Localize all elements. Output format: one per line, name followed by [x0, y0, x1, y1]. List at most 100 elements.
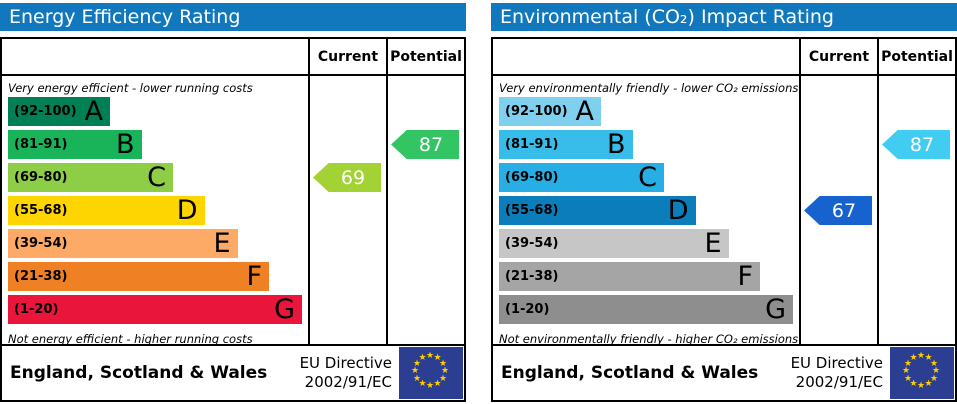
band-letter: G	[274, 294, 295, 325]
band-letter: C	[147, 162, 166, 193]
band-letter: B	[606, 129, 626, 160]
table-header: Current Potential	[493, 39, 955, 76]
current-rating-value: 67	[831, 199, 857, 222]
band-bar-d: (55-68) D	[499, 196, 696, 225]
band-row: (69-80) C	[499, 163, 799, 192]
header-spacer	[493, 39, 799, 74]
band-bar-e: (39-54) E	[499, 229, 729, 258]
band-letter: A	[84, 96, 103, 127]
band-bar-a: (92-100) A	[8, 97, 110, 126]
band-range: (92-100)	[14, 104, 77, 119]
band-letter: D	[176, 195, 198, 226]
band-letter: C	[638, 162, 657, 193]
band-letter: E	[704, 228, 722, 259]
band-letter: F	[246, 261, 262, 292]
energy-efficiency-chart: Energy Efficiency Rating Current Potenti…	[0, 0, 466, 402]
band-row: (39-54) E	[499, 229, 799, 258]
table-footer: England, Scotland & Wales EU Directive 2…	[2, 344, 464, 400]
top-note: Very energy efficient - lower running co…	[8, 81, 253, 95]
band-bar-c: (69-80) C	[499, 163, 664, 192]
band-row: (21-38) F	[8, 262, 308, 291]
band-row: (39-54) E	[8, 229, 308, 258]
bottom-note: Not environmentally friendly - higher CO…	[499, 332, 799, 344]
table-footer: England, Scotland & Wales EU Directive 2…	[493, 344, 955, 400]
band-letter: A	[575, 96, 594, 127]
eu-directive-label: EU Directive 2002/91/EC	[791, 354, 883, 392]
band-bar-g: (1-20) G	[8, 295, 302, 324]
table-body: Very energy efficient - lower running co…	[2, 76, 464, 344]
band-bar-e: (39-54) E	[8, 229, 238, 258]
band-letter: G	[765, 294, 786, 325]
energy-rating-table: Current Potential Very energy efficient …	[0, 37, 466, 402]
band-range: (1-20)	[505, 302, 550, 317]
band-range: (69-80)	[505, 170, 559, 185]
table-body: Very environmentally friendly - lower CO…	[493, 76, 955, 344]
eu-flag-icon: ★ ★ ★ ★ ★ ★ ★ ★ ★ ★ ★ ★	[399, 347, 463, 399]
band-bar-d: (55-68) D	[8, 196, 205, 225]
header-spacer	[2, 39, 308, 74]
eu-directive-line1: EU Directive	[790, 354, 883, 373]
band-range: (55-68)	[14, 203, 68, 218]
band-bar-a: (92-100) A	[499, 97, 601, 126]
band-letter: F	[737, 261, 753, 292]
current-column: 69	[308, 76, 386, 344]
band-row: (81-91) B	[499, 130, 799, 159]
eu-flag-icon: ★ ★ ★ ★ ★ ★ ★ ★ ★ ★ ★ ★	[890, 347, 954, 399]
column-header-current: Current	[308, 39, 386, 74]
column-header-potential: Potential	[877, 39, 955, 74]
potential-column: 87	[386, 76, 464, 344]
co2-rating-table: Current Potential Very environmentally f…	[491, 37, 957, 402]
bands-column: Very energy efficient - lower running co…	[2, 76, 308, 344]
band-range: (21-38)	[14, 269, 68, 284]
potential-rating-arrow: 87	[391, 130, 459, 159]
band-range: (81-91)	[14, 137, 68, 152]
co2-impact-chart: Environmental (CO₂) Impact Rating Curren…	[491, 0, 957, 402]
band-row: (1-20) G	[8, 295, 308, 324]
band-row: (69-80) C	[8, 163, 308, 192]
band-bar-b: (81-91) B	[499, 130, 633, 159]
eu-directive-line2: 2002/91/EC	[304, 373, 392, 391]
current-column: 67	[799, 76, 877, 344]
band-bar-f: (21-38) F	[8, 262, 269, 291]
band-range: (81-91)	[505, 137, 559, 152]
band-range: (39-54)	[505, 236, 559, 251]
potential-rating-value: 87	[418, 133, 444, 156]
column-header-current: Current	[799, 39, 877, 74]
band-row: (81-91) B	[8, 130, 308, 159]
band-row: (55-68) D	[8, 196, 308, 225]
region-label: England, Scotland & Wales	[501, 363, 759, 383]
band-row: (1-20) G	[499, 295, 799, 324]
region-label: England, Scotland & Wales	[10, 363, 268, 383]
current-rating-value: 69	[340, 166, 366, 189]
band-range: (92-100)	[505, 104, 568, 119]
current-rating-arrow: 69	[313, 163, 381, 192]
band-letter: B	[115, 129, 135, 160]
band-range: (1-20)	[14, 302, 59, 317]
band-bar-g: (1-20) G	[499, 295, 793, 324]
band-bar-b: (81-91) B	[8, 130, 142, 159]
band-row: (92-100) A	[499, 97, 799, 126]
bottom-note: Not energy efficient - higher running co…	[8, 332, 253, 344]
potential-column: 87	[877, 76, 955, 344]
eu-directive-label: EU Directive 2002/91/EC	[300, 354, 392, 392]
band-range: (39-54)	[14, 236, 68, 251]
band-row: (55-68) D	[499, 196, 799, 225]
top-note: Very environmentally friendly - lower CO…	[499, 81, 799, 95]
column-header-potential: Potential	[386, 39, 464, 74]
band-letter: E	[213, 228, 231, 259]
band-range: (55-68)	[505, 203, 559, 218]
potential-rating-value: 87	[909, 133, 935, 156]
chart-title-co2: Environmental (CO₂) Impact Rating	[491, 3, 957, 31]
band-bar-f: (21-38) F	[499, 262, 760, 291]
eu-directive-line1: EU Directive	[299, 354, 392, 373]
bands-column: Very environmentally friendly - lower CO…	[493, 76, 799, 344]
band-letter: D	[667, 195, 689, 226]
band-row: (21-38) F	[499, 262, 799, 291]
potential-rating-arrow: 87	[882, 130, 950, 159]
chart-title-energy: Energy Efficiency Rating	[0, 3, 466, 31]
table-header: Current Potential	[2, 39, 464, 76]
band-range: (69-80)	[14, 170, 68, 185]
eu-directive-line2: 2002/91/EC	[795, 373, 883, 391]
current-rating-arrow: 67	[804, 196, 872, 225]
